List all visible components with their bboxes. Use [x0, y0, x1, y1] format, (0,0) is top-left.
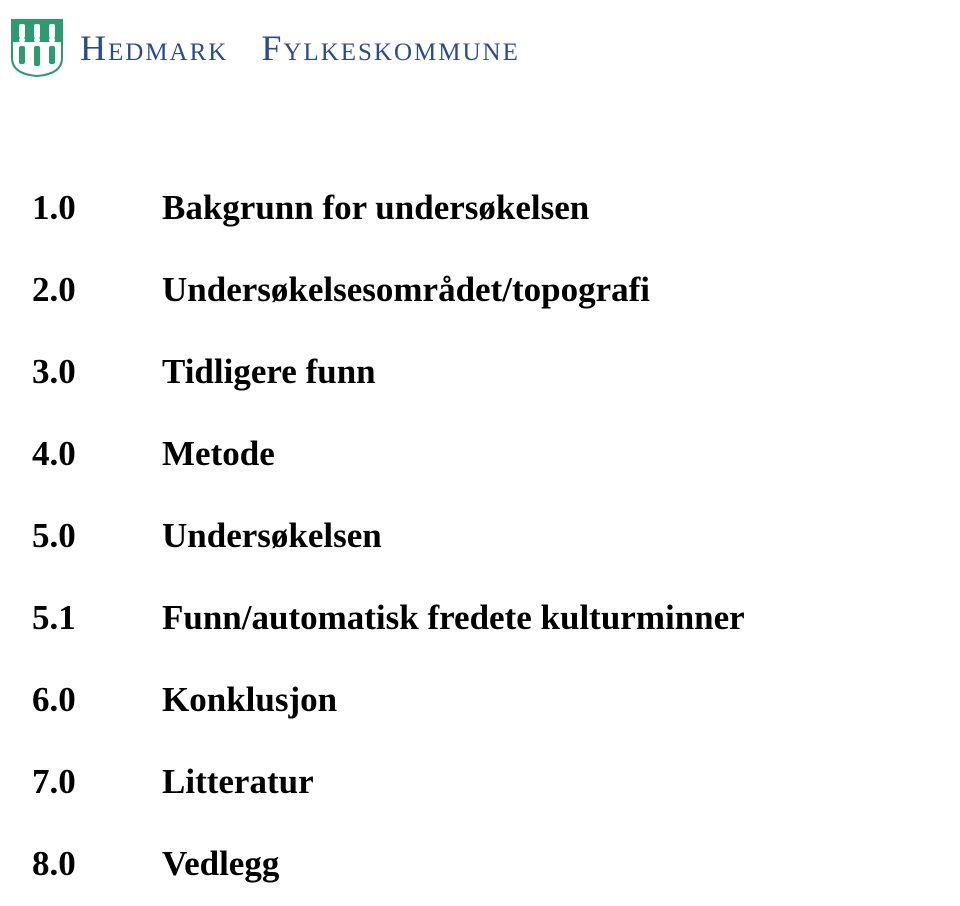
toc-row: 5.0 Undersøkelsen: [32, 516, 960, 556]
shield-logo-icon: [10, 18, 64, 78]
org-name-part-1: Hedmark: [80, 28, 228, 68]
toc-num: 6.0: [32, 680, 162, 720]
toc-label: Bakgrunn for undersøkelsen: [162, 188, 589, 228]
toc-label: Undersøkelsen: [162, 516, 382, 556]
toc-label: Undersøkelsesområdet/topografi: [162, 270, 650, 310]
page-header: Hedmark Fylkeskommune: [0, 0, 960, 78]
toc-num: 2.0: [32, 270, 162, 310]
toc-label: Litteratur: [162, 762, 314, 802]
org-name-part-2: Fylkeskommune: [261, 28, 520, 68]
toc-row: 3.0 Tidligere funn: [32, 352, 960, 392]
toc-num: 7.0: [32, 762, 162, 802]
toc-label: Metode: [162, 434, 275, 474]
toc-num: 5.0: [32, 516, 162, 556]
toc-num: 4.0: [32, 434, 162, 474]
toc-row: 6.0 Konklusjon: [32, 680, 960, 720]
toc-label: Funn/automatisk fredete kulturminner: [162, 598, 745, 638]
toc-row: 2.0 Undersøkelsesområdet/topografi: [32, 270, 960, 310]
org-name: Hedmark Fylkeskommune: [80, 27, 520, 69]
toc-row: 7.0 Litteratur: [32, 762, 960, 802]
toc-num: 8.0: [32, 844, 162, 884]
toc-row: 5.1 Funn/automatisk fredete kulturminner: [32, 598, 960, 638]
toc-num: 5.1: [32, 598, 162, 638]
toc-label: Vedlegg: [162, 844, 279, 884]
table-of-contents: 1.0 Bakgrunn for undersøkelsen 2.0 Under…: [32, 188, 960, 884]
toc-label: Tidligere funn: [162, 352, 376, 392]
toc-num: 3.0: [32, 352, 162, 392]
toc-label: Konklusjon: [162, 680, 337, 720]
toc-row: 8.0 Vedlegg: [32, 844, 960, 884]
toc-num: 1.0: [32, 188, 162, 228]
toc-row: 1.0 Bakgrunn for undersøkelsen: [32, 188, 960, 228]
toc-row: 4.0 Metode: [32, 434, 960, 474]
